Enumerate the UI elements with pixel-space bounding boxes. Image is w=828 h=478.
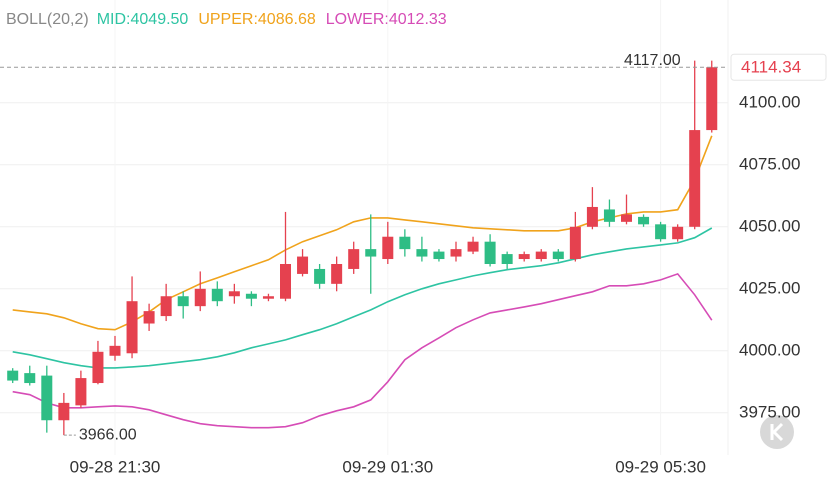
candle-body xyxy=(586,206,598,227)
candle-body xyxy=(262,296,274,299)
candle-body xyxy=(621,214,632,222)
candle-body xyxy=(467,241,479,252)
x-tick-label: 09-29 01:30 xyxy=(342,457,433,476)
band-line xyxy=(12,272,713,429)
candle-body xyxy=(245,293,257,299)
candle-body xyxy=(638,216,650,225)
candle-body xyxy=(569,226,581,260)
candle-body xyxy=(450,249,462,257)
candle-body xyxy=(331,264,343,284)
y-tick-label: 3975.00 xyxy=(739,402,800,421)
candle-body xyxy=(58,402,70,421)
candle-body xyxy=(143,311,155,324)
last-price-tag xyxy=(730,53,827,81)
indicator-header: BOLL(20,2) xyxy=(6,11,89,28)
candle-body xyxy=(297,256,309,274)
candle-body xyxy=(689,130,701,227)
candle-body xyxy=(228,291,240,297)
legend-entry: UPPER:4086.68 xyxy=(198,11,316,28)
candle-body xyxy=(126,301,138,354)
candle-body xyxy=(348,249,360,269)
candle-body xyxy=(365,249,377,257)
candle-body xyxy=(706,67,718,131)
legend-entry: MID:4049.50 xyxy=(97,11,189,28)
candle-body xyxy=(518,254,530,260)
candle-body xyxy=(109,345,121,356)
candle-body xyxy=(603,209,615,222)
high-label: 4117.00 xyxy=(624,52,681,69)
x-tick-label: 09-28 21:30 xyxy=(70,457,161,476)
button-circle[interactable] xyxy=(760,415,794,449)
y-tick-label: 4050.00 xyxy=(739,216,800,235)
x-tick-label: 09-29 05:30 xyxy=(615,457,706,476)
indicator-name: BOLL(20,2) xyxy=(6,11,89,28)
y-tick-label: 4075.00 xyxy=(739,154,800,173)
candle-body xyxy=(484,241,496,264)
low-label: 3966.00 xyxy=(79,426,137,443)
candle-body xyxy=(416,249,428,257)
candle-body xyxy=(399,236,411,250)
last-price-label: 4114.34 xyxy=(741,58,801,77)
candle-body xyxy=(433,251,445,260)
candle-body xyxy=(92,351,104,384)
candle-body xyxy=(501,254,513,264)
candle-body xyxy=(41,375,53,421)
candle-body xyxy=(280,264,291,299)
candle-body xyxy=(535,251,547,260)
y-tick-label: 4025.00 xyxy=(739,278,800,297)
y-tick-label: 4000.00 xyxy=(739,340,800,359)
candle-body xyxy=(177,296,189,307)
candle-body xyxy=(194,288,206,307)
candle-body xyxy=(7,370,19,381)
band-line xyxy=(12,227,713,369)
candle-body xyxy=(75,378,87,406)
candle-body xyxy=(672,226,684,240)
candle-body xyxy=(314,268,326,284)
candle-body xyxy=(655,224,667,240)
button-icon[interactable] xyxy=(770,422,784,442)
candle-body xyxy=(382,236,394,260)
candle-body xyxy=(160,296,172,317)
collapse-button[interactable] xyxy=(760,415,794,449)
candle-body xyxy=(24,373,36,384)
candle-body xyxy=(552,251,564,260)
y-tick-label: 4100.00 xyxy=(739,92,800,111)
candle-body xyxy=(211,288,223,302)
legend-entry: LOWER:4012.33 xyxy=(326,11,447,28)
